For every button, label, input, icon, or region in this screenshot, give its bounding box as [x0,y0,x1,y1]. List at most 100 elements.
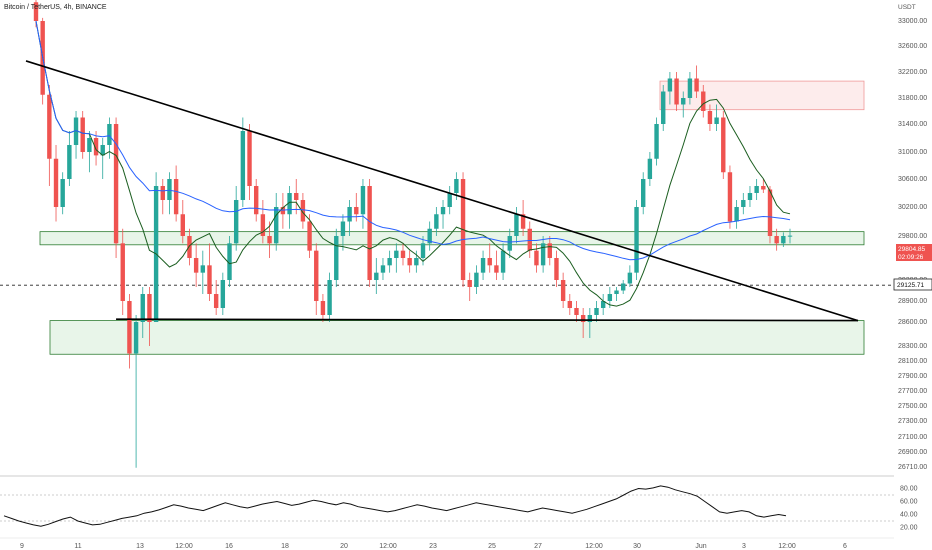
indicator-tick-label: 80.00 [900,486,918,493]
x-tick-label: 6 [843,543,847,550]
candle [520,200,526,236]
candle [594,301,599,322]
candle [173,165,179,222]
candle [547,236,552,266]
y-tick-label: 26710.00 [898,464,927,471]
y-tick-label: 28900.00 [898,298,927,305]
y-tick-label: 33000.00 [898,18,927,25]
y-tick-label: 32200.00 [898,69,927,76]
candle [360,179,366,229]
candle [507,228,512,258]
candle [440,200,446,229]
last-price-tag [896,244,932,261]
candle [407,250,412,273]
candle [674,72,679,111]
y-tick-label: 30600.00 [898,176,927,183]
indicator-line [3,485,787,527]
x-tick-label: 20 [340,543,348,550]
candle [47,85,52,186]
x-tick-label: 13 [136,543,144,550]
y-tick-label: 27300.00 [898,418,927,425]
y-tick-label: 31400.00 [898,121,927,128]
resistance-zone [659,80,865,111]
candle [40,17,45,105]
candle [253,179,259,222]
x-tick-label: 27 [534,543,542,550]
x-tick-label: 12:00 [379,543,397,550]
y-tick-label: 27100.00 [898,434,927,441]
x-tick-label: 12:00 [175,543,193,550]
candle [260,200,266,244]
x-tick-label: 9 [20,543,24,550]
candle [140,287,145,338]
candle [113,117,119,258]
candle [247,124,252,200]
candle [147,287,152,346]
x-tick-label: 16 [225,543,233,550]
candle [554,250,559,287]
y-tick-label: 31000.00 [898,149,927,156]
y-tick-label: 27900.00 [898,373,927,380]
candle [93,131,99,166]
candle [714,104,719,131]
candle [220,272,226,315]
candle [394,243,399,273]
candle [681,91,686,118]
candle [540,236,546,273]
candle [500,243,506,280]
candle [380,258,386,280]
y-tick-label: 28600.00 [898,319,927,326]
level-price-value: 29125.71 [897,282,924,289]
candle [267,221,272,258]
candle [280,193,286,229]
candle [527,221,532,258]
candle [87,131,92,173]
countdown-value: 02:09:26 [898,254,924,261]
x-tick-label: 18 [281,543,289,550]
candle [647,152,653,186]
candle [467,272,472,301]
candle [687,72,693,105]
candle [294,179,299,215]
y-tick-label: 27700.00 [898,388,927,395]
candle [774,228,779,251]
candle [120,228,125,315]
candle [580,308,586,338]
candle [741,193,746,215]
candle [494,250,499,280]
candle [307,214,312,258]
x-tick-label: 30 [633,543,641,550]
candle [233,186,239,251]
y-tick-label: 30200.00 [898,204,927,211]
candle [300,193,306,229]
candle [167,172,172,215]
y-tick-label: 28300.00 [898,343,927,350]
candle [327,272,332,322]
candle [53,145,59,222]
candle [661,85,666,131]
candle [347,200,352,236]
candle [207,243,212,301]
candle [374,258,379,294]
candle [434,207,439,236]
chart-title: Bitcoin / TetherUS, 4h, BINANCE [4,4,107,11]
candle [574,301,579,322]
candle [334,228,339,287]
candle [600,294,606,315]
candle [127,294,132,369]
candle [340,214,346,251]
x-tick-label: 12:00 [778,543,796,550]
candle [747,186,753,207]
candle [240,117,246,207]
candle [213,280,219,315]
candle [227,236,232,287]
y-tick-label: 27500.00 [898,403,927,410]
candle [67,131,72,186]
currency-label: USDT [898,4,916,11]
indicator-tick-label: 60.00 [900,499,918,506]
candle [767,186,773,244]
descending-trendline [25,60,859,322]
ma-long-line [35,20,791,261]
candle [60,172,65,215]
